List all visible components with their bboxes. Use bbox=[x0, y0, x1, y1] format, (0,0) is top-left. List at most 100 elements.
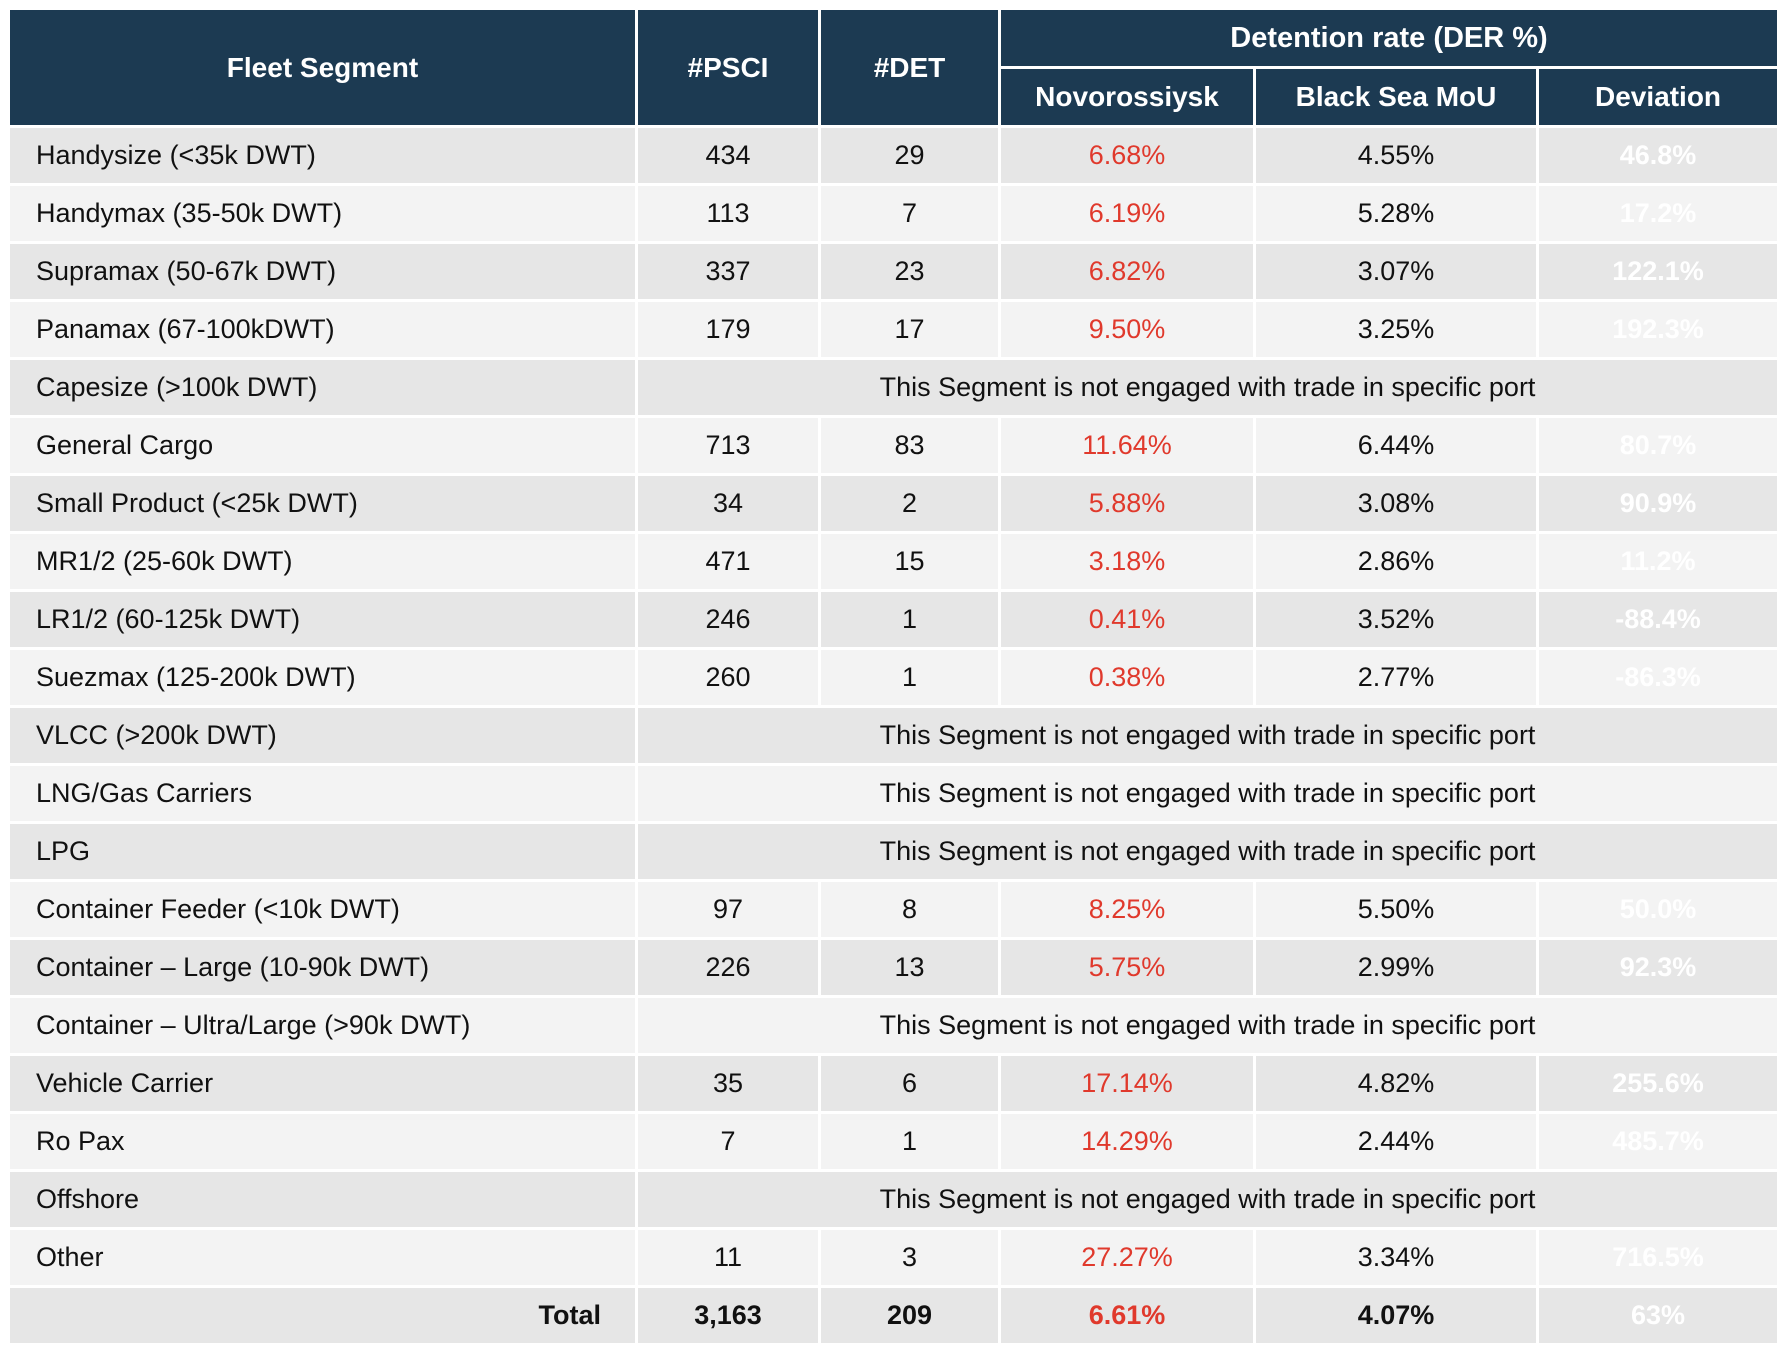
psci-cell: 35 bbox=[638, 1056, 818, 1111]
deviation-badge: -86.3% bbox=[1539, 650, 1778, 705]
det-cell: 3 bbox=[821, 1230, 998, 1285]
black-sea-mou-der-cell: 4.82% bbox=[1256, 1056, 1536, 1111]
novorossiysk-der-cell: 3.18% bbox=[1001, 534, 1253, 589]
psci-cell: 226 bbox=[638, 940, 818, 995]
det-cell: 6 bbox=[821, 1056, 998, 1111]
total-row: Total 3,163 209 6.61% 4.07% 63% bbox=[10, 1288, 1778, 1343]
novorossiysk-der-cell: 8.25% bbox=[1001, 882, 1253, 937]
black-sea-mou-der-cell: 2.77% bbox=[1256, 650, 1536, 705]
black-sea-mou-der-cell: 3.07% bbox=[1256, 244, 1536, 299]
table-row: Offshore This Segment is not engaged with… bbox=[10, 1172, 1778, 1227]
table-body: Handysize (<35k DWT) 434 29 6.68% 4.55% 46.8%… bbox=[10, 128, 1778, 1343]
psci-cell: 11 bbox=[638, 1230, 818, 1285]
header-black-sea-mou: Black Sea MoU bbox=[1256, 69, 1536, 125]
deviation-badge: 485.7% bbox=[1539, 1114, 1778, 1169]
det-cell: 13 bbox=[821, 940, 998, 995]
table-row: LNG/Gas Carriers This Segment is not enga… bbox=[10, 766, 1778, 821]
fleet-segment-cell: Handysize (<35k DWT) bbox=[10, 128, 635, 183]
psci-cell: 434 bbox=[638, 128, 818, 183]
not-engaged-note: This Segment is not engaged with trade i… bbox=[638, 1172, 1778, 1227]
fleet-segment-cell: Container Feeder (<10k DWT) bbox=[10, 882, 635, 937]
psci-cell: 260 bbox=[638, 650, 818, 705]
deviation-badge: 50.0% bbox=[1539, 882, 1778, 937]
det-cell: 2 bbox=[821, 476, 998, 531]
table-row: Container – Large (10-90k DWT) 226 13 5.75%… bbox=[10, 940, 1778, 995]
novorossiysk-der-cell: 0.41% bbox=[1001, 592, 1253, 647]
psci-cell: 179 bbox=[638, 302, 818, 357]
header-det: #DET bbox=[821, 10, 998, 125]
psci-cell: 337 bbox=[638, 244, 818, 299]
novorossiysk-der-cell: 5.88% bbox=[1001, 476, 1253, 531]
not-engaged-note: This Segment is not engaged with trade i… bbox=[638, 766, 1778, 821]
deviation-badge: 11.2% bbox=[1539, 534, 1778, 589]
header-psci: #PSCI bbox=[638, 10, 818, 125]
det-cell: 23 bbox=[821, 244, 998, 299]
table-row: Handysize (<35k DWT) 434 29 6.68% 4.55% 46.8% bbox=[10, 128, 1778, 183]
table-row: Suezmax (125-200k DWT) 260 1 0.38% 2.77% -86.… bbox=[10, 650, 1778, 705]
psci-cell: 246 bbox=[638, 592, 818, 647]
novorossiysk-der-cell: 17.14% bbox=[1001, 1056, 1253, 1111]
novorossiysk-der-cell: 6.68% bbox=[1001, 128, 1253, 183]
header-row-main: Fleet Segment #PSCI #DET Detention rate … bbox=[10, 10, 1778, 125]
header-row-sub: Novorossiysk Black Sea MoU Deviation bbox=[10, 69, 1778, 125]
header-detention-rate-group: Detention rate (DER %) bbox=[1001, 10, 1778, 66]
not-engaged-note: This Segment is not engaged with trade i… bbox=[638, 998, 1778, 1053]
table-row: Capesize (>100k DWT) This Segment is not … bbox=[10, 360, 1778, 415]
det-cell: 15 bbox=[821, 534, 998, 589]
psci-cell: 34 bbox=[638, 476, 818, 531]
novorossiysk-der-cell: 6.61% bbox=[1001, 1288, 1253, 1343]
table-row: Handymax (35-50k DWT) 113 7 6.19% 5.28% 17.2% bbox=[10, 186, 1778, 241]
header-fleet-segment: Fleet Segment bbox=[10, 10, 635, 125]
det-cell: 8 bbox=[821, 882, 998, 937]
fleet-segment-cell: LNG/Gas Carriers bbox=[10, 766, 635, 821]
novorossiysk-der-cell: 27.27% bbox=[1001, 1230, 1253, 1285]
deviation-badge: 80.7% bbox=[1539, 418, 1778, 473]
table-row: MR1/2 (25-60k DWT) 471 15 3.18% 2.86% 11.2% bbox=[10, 534, 1778, 589]
deviation-badge: 63% bbox=[1539, 1288, 1778, 1343]
novorossiysk-der-cell: 6.19% bbox=[1001, 186, 1253, 241]
fleet-segment-cell: Container – Large (10-90k DWT) bbox=[10, 940, 635, 995]
deviation-badge: 92.3% bbox=[1539, 940, 1778, 995]
fleet-segment-cell: Suezmax (125-200k DWT) bbox=[10, 650, 635, 705]
black-sea-mou-der-cell: 5.28% bbox=[1256, 186, 1536, 241]
det-cell: 209 bbox=[821, 1288, 998, 1343]
novorossiysk-der-cell: 14.29% bbox=[1001, 1114, 1253, 1169]
table-row: Panamax (67-100kDWT) 179 17 9.50% 3.25% 192.3… bbox=[10, 302, 1778, 357]
deviation-badge: 90.9% bbox=[1539, 476, 1778, 531]
psci-cell: 7 bbox=[638, 1114, 818, 1169]
psci-cell: 713 bbox=[638, 418, 818, 473]
fleet-segment-cell: Handymax (35-50k DWT) bbox=[10, 186, 635, 241]
novorossiysk-der-cell: 9.50% bbox=[1001, 302, 1253, 357]
black-sea-mou-der-cell: 3.34% bbox=[1256, 1230, 1536, 1285]
psci-cell: 113 bbox=[638, 186, 818, 241]
table-row: Vehicle Carrier 35 6 17.14% 4.82% 255.6% bbox=[10, 1056, 1778, 1111]
fleet-segment-cell: Capesize (>100k DWT) bbox=[10, 360, 635, 415]
detention-rate-table: Fleet Segment #PSCI #DET Detention rate … bbox=[7, 7, 1780, 1346]
black-sea-mou-der-cell: 5.50% bbox=[1256, 882, 1536, 937]
table-row: Other 11 3 27.27% 3.34% 716.5% bbox=[10, 1230, 1778, 1285]
fleet-segment-cell: MR1/2 (25-60k DWT) bbox=[10, 534, 635, 589]
fleet-segment-cell: Container – Ultra/Large (>90k DWT) bbox=[10, 998, 635, 1053]
black-sea-mou-der-cell: 3.25% bbox=[1256, 302, 1536, 357]
fleet-segment-cell: Small Product (<25k DWT) bbox=[10, 476, 635, 531]
det-cell: 1 bbox=[821, 592, 998, 647]
psci-cell: 97 bbox=[638, 882, 818, 937]
det-cell: 29 bbox=[821, 128, 998, 183]
deviation-badge: 17.2% bbox=[1539, 186, 1778, 241]
fleet-segment-cell: Other bbox=[10, 1230, 635, 1285]
novorossiysk-der-cell: 6.82% bbox=[1001, 244, 1253, 299]
det-cell: 1 bbox=[821, 1114, 998, 1169]
det-cell: 17 bbox=[821, 302, 998, 357]
table-row: VLCC (>200k DWT) This Segment is not enga… bbox=[10, 708, 1778, 763]
table-row: Container Feeder (<10k DWT) 97 8 8.25% 5.50%… bbox=[10, 882, 1778, 937]
fleet-segment-cell: Supramax (50-67k DWT) bbox=[10, 244, 635, 299]
psci-cell: 3,163 bbox=[638, 1288, 818, 1343]
not-engaged-note: This Segment is not engaged with trade i… bbox=[638, 708, 1778, 763]
deviation-badge: 46.8% bbox=[1539, 128, 1778, 183]
fleet-segment-cell: LPG bbox=[10, 824, 635, 879]
fleet-segment-cell: Vehicle Carrier bbox=[10, 1056, 635, 1111]
det-cell: 83 bbox=[821, 418, 998, 473]
table-row: Small Product (<25k DWT) 34 2 5.88% 3.08% 90.… bbox=[10, 476, 1778, 531]
fleet-segment-cell: Total bbox=[10, 1288, 635, 1343]
black-sea-mou-der-cell: 4.07% bbox=[1256, 1288, 1536, 1343]
